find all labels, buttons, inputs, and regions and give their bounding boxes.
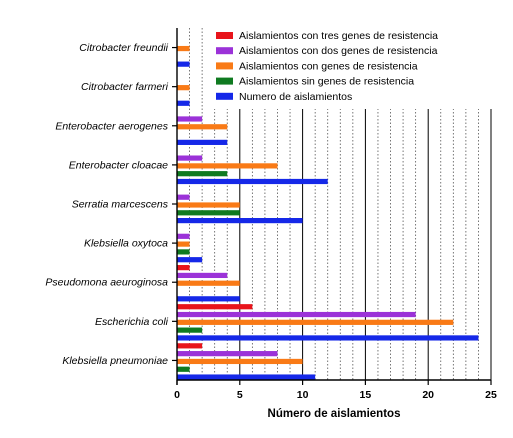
bar	[177, 265, 190, 271]
bar	[177, 155, 203, 161]
x-tick-label: 25	[485, 389, 497, 401]
bar	[177, 218, 303, 224]
bar	[177, 233, 190, 239]
category-label: Klebsiella oxytoca	[84, 238, 168, 250]
bar	[177, 139, 228, 145]
legend-label: Aislamientos con dos genes de resistenci…	[239, 45, 438, 57]
bar	[177, 45, 190, 52]
category-label: Serratia marcescens	[72, 199, 169, 211]
legend-swatch	[216, 92, 233, 100]
x-tick-label: 10	[297, 389, 309, 401]
legend-swatch	[216, 47, 233, 55]
legend-swatch	[216, 77, 233, 85]
category-label: Enterobacter cloacae	[69, 159, 168, 171]
x-tick-label: 20	[422, 389, 434, 401]
bar	[177, 319, 454, 325]
bar	[177, 194, 190, 200]
bar	[177, 163, 278, 169]
category-label: Klebsiella pneumoniae	[62, 355, 168, 367]
x-tick-label: 5	[237, 389, 243, 401]
legend-swatch	[216, 62, 233, 70]
bar	[177, 327, 203, 333]
bar	[177, 351, 278, 357]
x-axis-title: Número de aislamientos	[268, 408, 401, 420]
bar	[177, 280, 240, 286]
bar	[177, 171, 228, 177]
bar	[177, 61, 190, 67]
bar	[177, 257, 203, 263]
legend: Aislamientos con tres genes de resistenc…	[210, 27, 493, 109]
bar	[177, 178, 328, 185]
category-label: Enterobacter aerogenes	[55, 120, 168, 132]
legend-label: Aislamientos sin genes de resistencia	[239, 76, 414, 88]
legend-background	[210, 27, 493, 109]
bar	[177, 343, 203, 349]
category-label: Pseudomona aeuroginosa	[45, 277, 168, 289]
bar	[177, 85, 190, 91]
x-tick-labels: 0 5 10 15 20 25	[174, 389, 497, 401]
category-labels: Citrobacter freundii Citrobacter farmeri E…	[45, 42, 168, 367]
category-label: Citrobacter freundii	[79, 42, 168, 54]
bar	[177, 249, 190, 255]
legend-label: Aislamientos con genes de resistencia	[239, 60, 418, 72]
axes	[172, 28, 492, 385]
bar	[177, 124, 228, 130]
bar	[177, 100, 190, 106]
category-label: Citrobacter farmeri	[81, 81, 169, 93]
category-label: Escherichia coli	[95, 316, 169, 328]
legend-label: Aislamientos con tres genes de resistenc…	[239, 30, 438, 42]
x-tick-label: 0	[174, 389, 180, 401]
legend-label: Numero de aislamientos	[239, 91, 352, 103]
bar	[177, 335, 479, 341]
x-tick-label: 15	[360, 389, 372, 401]
bar	[177, 272, 228, 279]
bar	[177, 311, 416, 318]
bar	[177, 202, 240, 208]
bar	[177, 374, 316, 380]
bar	[177, 210, 240, 216]
bar	[177, 366, 190, 372]
legend-swatch	[216, 32, 233, 39]
bar	[177, 116, 203, 122]
bar	[177, 241, 190, 247]
bars-layer	[177, 45, 479, 380]
bar	[177, 304, 253, 310]
bar	[177, 358, 303, 365]
bar	[177, 296, 240, 302]
